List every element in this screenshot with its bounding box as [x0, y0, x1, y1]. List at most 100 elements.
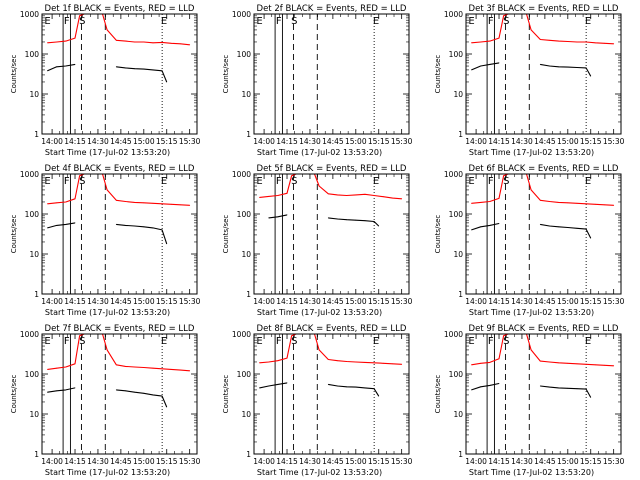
data-point-lld [549, 361, 550, 363]
data-point-events [590, 75, 592, 77]
event-annotation: F [64, 176, 70, 187]
data-point-events [56, 225, 58, 226]
data-point-events [480, 386, 482, 388]
event-annotation: F [488, 336, 494, 347]
data-point-events [259, 387, 260, 389]
y-tick-label: 1 [34, 450, 39, 459]
plot-frame [253, 173, 410, 295]
data-point-lld [56, 202, 58, 204]
data-point-lld [161, 42, 163, 43]
data-point-events [115, 224, 117, 225]
y-tick-label: 1000 [20, 330, 39, 339]
event-annotation: S [79, 176, 85, 187]
data-point-events [56, 390, 58, 392]
data-point-lld [327, 193, 329, 195]
data-point-lld [291, 335, 292, 337]
event-annotation: E [161, 336, 167, 347]
chart-title: Det 8f BLACK = Events, RED = LLD [257, 324, 407, 334]
data-point-lld [170, 42, 172, 44]
data-point-lld [180, 43, 181, 45]
data-point-events [166, 243, 168, 245]
data-point-events [115, 389, 117, 391]
event-annotation: E [373, 336, 379, 347]
y-axis-label: Counts/sec [434, 55, 442, 94]
data-point-lld [530, 349, 532, 351]
event-annotation: E [256, 336, 262, 347]
y-tick-label: 1000 [444, 330, 463, 339]
data-point-events [346, 386, 347, 388]
data-point-events [373, 388, 375, 390]
data-point-lld [106, 29, 108, 31]
data-point-lld [337, 360, 338, 362]
y-tick-label: 1 [458, 450, 463, 459]
data-point-events [65, 224, 67, 225]
x-tick-label: 15:15 [156, 137, 178, 146]
data-point-events [549, 386, 550, 388]
data-point-events [498, 223, 500, 224]
data-point-lld [79, 175, 80, 177]
x-tick-label: 14:30 [299, 137, 321, 146]
data-point-lld [401, 198, 403, 200]
data-point-lld [503, 335, 504, 337]
data-point-lld [604, 42, 605, 44]
data-point-events [277, 216, 279, 218]
data-point-lld [539, 39, 541, 40]
data-point-lld [567, 41, 569, 42]
y-tick-label: 10 [453, 90, 463, 99]
data-point-events [489, 64, 491, 65]
x-tick-label: 14:00 [41, 137, 63, 146]
x-tick-label: 14:00 [465, 297, 487, 306]
x-axis-label: Start Time (17-Jul-02 13:53:20) [45, 468, 170, 477]
x-tick-label: 15:30 [179, 137, 201, 146]
data-point-events [143, 68, 145, 70]
data-point-events [558, 387, 559, 389]
data-point-lld [259, 362, 260, 364]
data-point-events [590, 397, 592, 398]
y-tick-label: 1 [246, 130, 251, 139]
y-tick-label: 1 [34, 130, 39, 139]
x-tick-label: 14:00 [41, 457, 63, 466]
x-tick-label: 15:15 [368, 137, 390, 146]
data-point-lld [277, 360, 279, 362]
data-point-events [355, 386, 357, 388]
y-tick-label: 100 [449, 210, 464, 219]
x-tick-label: 14:45 [534, 137, 556, 146]
data-point-events [166, 406, 168, 408]
y-tick-label: 1000 [232, 170, 251, 179]
x-axis-label: Start Time (17-Jul-02 13:53:20) [469, 308, 594, 317]
y-tick-label: 100 [25, 370, 40, 379]
data-point-events [268, 217, 270, 219]
plot-frame [253, 333, 410, 455]
data-point-lld [47, 42, 48, 44]
data-point-lld [613, 365, 615, 367]
x-tick-label: 14:30 [87, 457, 109, 466]
y-axis-label: Counts/sec [10, 375, 18, 414]
series-line-events [540, 223, 592, 239]
data-point-lld [277, 195, 279, 196]
data-point-events [539, 224, 541, 225]
data-point-events [576, 227, 578, 229]
data-point-lld [346, 195, 347, 196]
data-point-events [373, 221, 375, 222]
x-tick-label: 15:15 [580, 457, 602, 466]
data-point-lld [401, 363, 403, 365]
data-point-lld [47, 369, 48, 370]
data-point-events [327, 217, 329, 219]
x-tick-label: 15:30 [603, 137, 625, 146]
data-point-lld [498, 358, 500, 360]
data-point-events [378, 225, 380, 227]
chart-title: Det 9f BLACK = Events, RED = LLD [469, 324, 619, 334]
series-line-events [116, 223, 168, 244]
data-point-events [277, 384, 279, 385]
data-point-lld [74, 37, 76, 39]
y-tick-label: 1 [34, 290, 39, 299]
plot-frame [41, 13, 198, 135]
data-point-events [268, 385, 270, 387]
data-point-events [47, 391, 48, 393]
chart-panel-1: Det 1f BLACK = Events, RED = LLD Counts/s… [10, 4, 201, 157]
series-line-events [540, 63, 592, 77]
data-point-lld [286, 357, 288, 359]
data-point-lld [530, 29, 532, 31]
event-annotation: E [44, 336, 50, 347]
y-tick-label: 1000 [232, 10, 251, 19]
